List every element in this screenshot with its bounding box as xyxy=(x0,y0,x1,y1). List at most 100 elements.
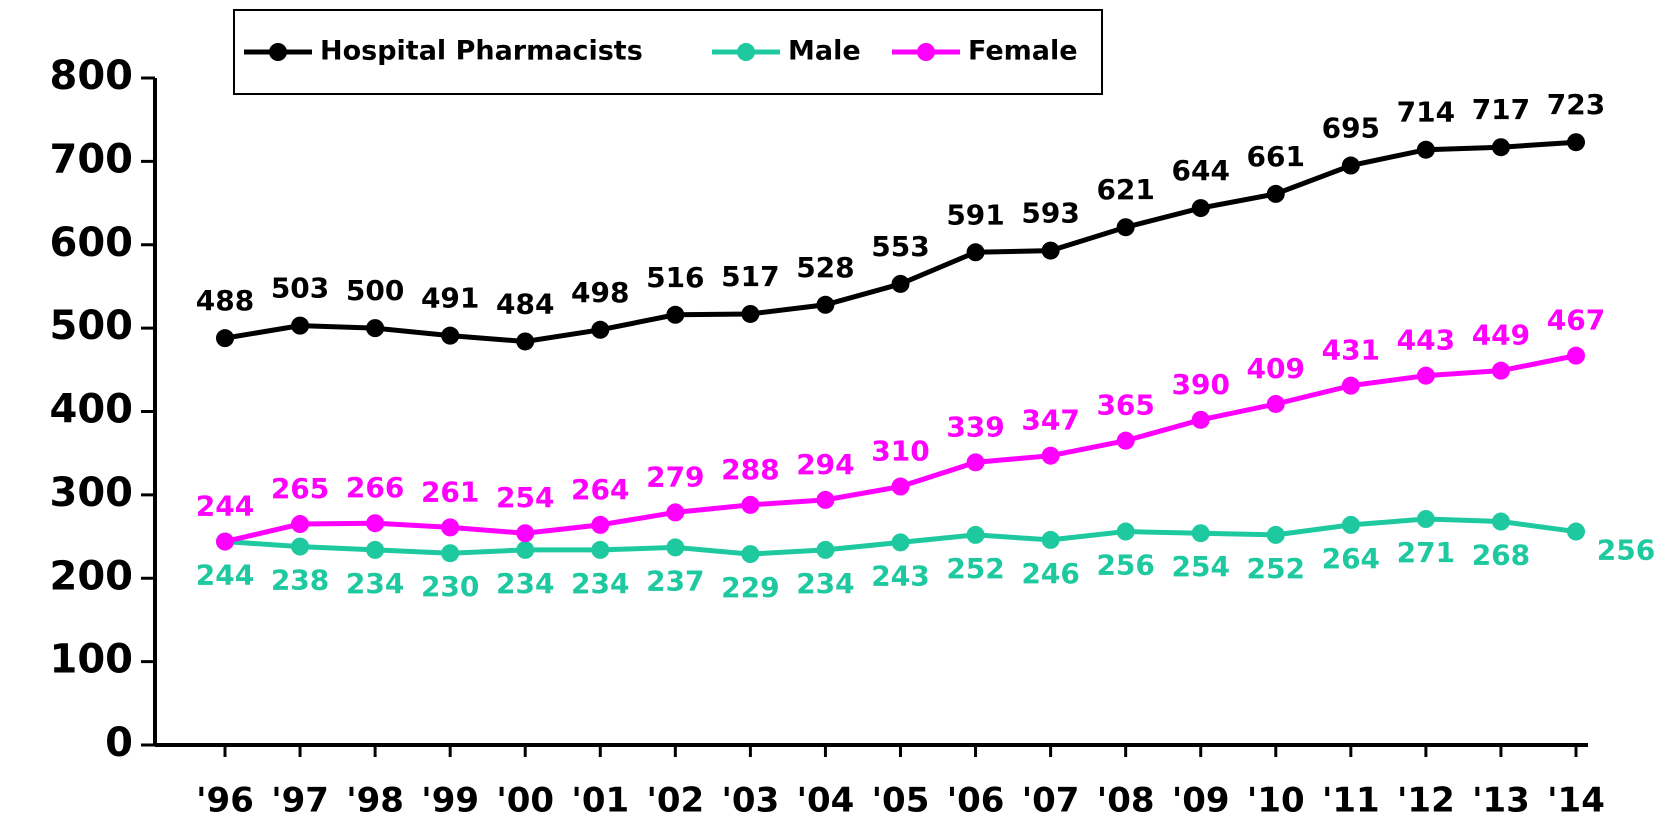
x-tick-label: '02 xyxy=(646,781,704,821)
data-point xyxy=(1041,530,1060,549)
data-point xyxy=(591,515,610,534)
data-label: 264 xyxy=(1322,542,1380,575)
data-label: 230 xyxy=(421,570,479,603)
data-label: 431 xyxy=(1322,334,1380,367)
data-point xyxy=(1416,510,1435,529)
data-label: 500 xyxy=(346,274,404,307)
data-point xyxy=(666,503,685,522)
data-point xyxy=(666,538,685,557)
x-tick-label: '97 xyxy=(271,781,329,821)
data-label: 237 xyxy=(646,564,704,597)
data-point xyxy=(1341,515,1360,534)
x-tick-label: '96 xyxy=(196,781,254,821)
data-point xyxy=(1191,524,1210,543)
data-point xyxy=(1416,140,1435,159)
data-point xyxy=(966,453,985,472)
x-tick-label: '07 xyxy=(1022,781,1080,821)
data-label: 234 xyxy=(796,567,854,600)
legend-label: Male xyxy=(788,36,861,67)
data-point xyxy=(891,533,910,552)
data-point xyxy=(441,518,460,537)
x-tick-label: '00 xyxy=(496,781,554,821)
data-point xyxy=(966,525,985,544)
data-point xyxy=(741,495,760,514)
data-point xyxy=(291,537,310,556)
y-tick-label: 500 xyxy=(50,303,134,349)
data-label: 244 xyxy=(196,490,254,523)
data-point xyxy=(1341,156,1360,175)
data-point xyxy=(1567,133,1585,152)
data-point xyxy=(591,320,610,339)
data-label: 591 xyxy=(946,198,1004,231)
data-label: 695 xyxy=(1322,112,1380,145)
legend-marker xyxy=(917,43,935,61)
y-tick-label: 300 xyxy=(50,470,134,516)
data-point xyxy=(1491,361,1510,380)
data-point xyxy=(1416,366,1435,385)
data-point xyxy=(591,540,610,559)
x-tick-label: '98 xyxy=(346,781,404,821)
y-tick-label: 200 xyxy=(50,553,134,599)
data-label: 234 xyxy=(571,567,629,600)
data-label: 528 xyxy=(796,251,854,284)
data-label: 443 xyxy=(1397,324,1455,357)
data-label: 621 xyxy=(1096,173,1154,206)
x-tick-label: '05 xyxy=(872,781,930,821)
data-point xyxy=(1041,446,1060,465)
data-point xyxy=(1191,199,1210,218)
data-point xyxy=(516,332,535,351)
data-label: 266 xyxy=(346,471,404,504)
y-tick-label: 600 xyxy=(50,220,134,266)
data-point xyxy=(816,490,835,509)
x-tick-label: '14 xyxy=(1547,781,1605,821)
y-tick-label: 0 xyxy=(105,720,133,766)
data-label: 723 xyxy=(1547,88,1605,121)
data-point xyxy=(516,524,535,543)
legend-marker xyxy=(737,43,755,61)
data-label: 288 xyxy=(721,453,779,486)
data-point xyxy=(216,532,234,551)
data-point xyxy=(1116,431,1135,450)
data-point xyxy=(441,544,460,563)
data-label: 256 xyxy=(1597,534,1655,567)
data-label: 234 xyxy=(496,567,554,600)
data-point xyxy=(1266,394,1285,413)
data-label: 243 xyxy=(871,559,929,592)
data-label: 310 xyxy=(871,435,929,468)
data-point xyxy=(291,515,310,534)
x-tick-label: '11 xyxy=(1322,781,1380,821)
data-point xyxy=(816,295,835,314)
x-tick-label: '04 xyxy=(797,781,855,821)
data-point xyxy=(516,540,535,559)
data-label: 238 xyxy=(271,564,329,597)
data-point xyxy=(666,305,685,324)
data-label: 365 xyxy=(1096,389,1154,422)
data-point xyxy=(1567,522,1585,541)
data-label: 264 xyxy=(571,473,629,506)
data-label: 503 xyxy=(271,272,329,305)
data-point xyxy=(1116,218,1135,237)
data-label: 488 xyxy=(196,284,254,317)
legend-marker xyxy=(269,43,287,61)
data-point xyxy=(366,540,385,559)
data-label: 229 xyxy=(721,571,779,604)
data-point xyxy=(1266,184,1285,203)
data-label: 449 xyxy=(1472,319,1530,352)
data-label: 246 xyxy=(1021,557,1079,590)
data-label: 484 xyxy=(496,287,554,320)
data-label: 279 xyxy=(646,460,704,493)
data-point xyxy=(291,316,310,335)
data-label: 644 xyxy=(1171,154,1229,187)
x-tick-label: '03 xyxy=(722,781,780,821)
x-tick-label: '10 xyxy=(1247,781,1305,821)
data-label: 661 xyxy=(1247,140,1305,173)
data-point xyxy=(1491,512,1510,531)
data-point xyxy=(366,514,385,533)
data-label: 467 xyxy=(1547,304,1605,337)
data-point xyxy=(366,319,385,338)
data-label: 498 xyxy=(571,276,629,309)
data-point xyxy=(1041,241,1060,260)
data-point xyxy=(741,304,760,323)
x-tick-label: '01 xyxy=(571,781,629,821)
data-point xyxy=(1266,525,1285,544)
